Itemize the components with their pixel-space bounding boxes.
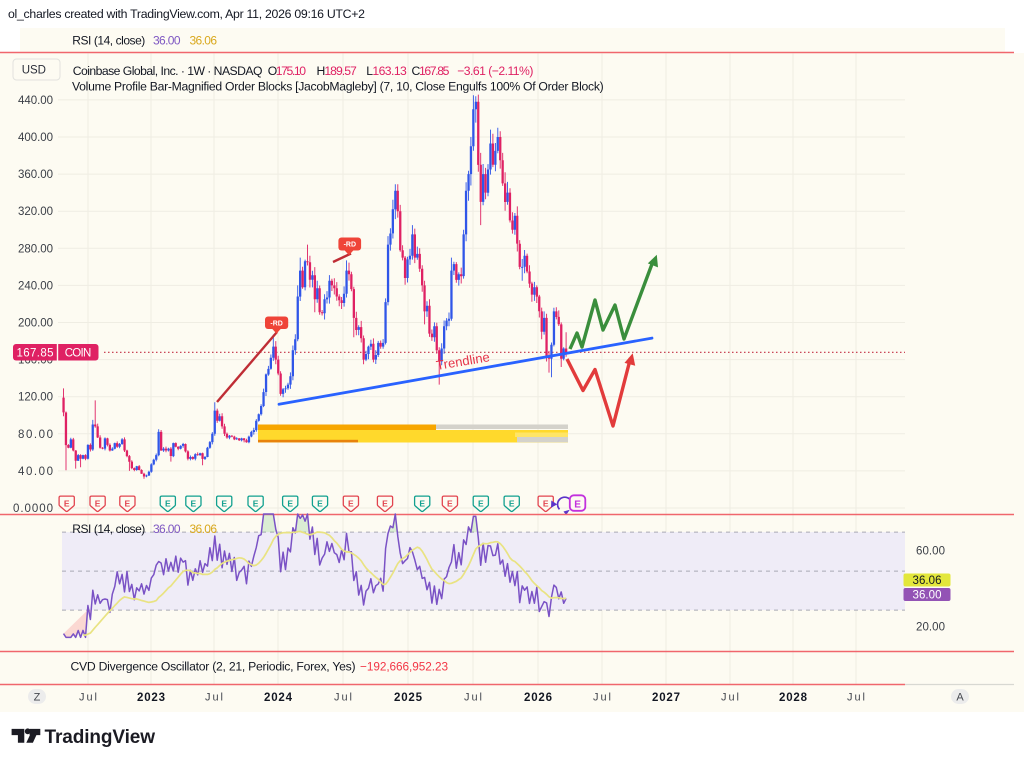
svg-text:RSI (14, close): RSI (14, close) [72,522,145,536]
svg-text:2027: 2027 [652,692,680,704]
svg-text:ol_charles created with Tradin: ol_charles created with TradingView.com,… [8,7,365,21]
svg-text:40.00: 40.00 [18,466,53,478]
svg-text:CVD Divergence Oscillator (2,: CVD Divergence Oscillator (2, 21, Period… [71,660,356,674]
svg-text:Jul: Jul [847,692,865,704]
svg-text:RSI (14, close): RSI (14, close) [72,34,145,48]
svg-text:2024: 2024 [264,692,293,704]
svg-text:2023: 2023 [137,692,165,704]
svg-text:Jul: Jul [334,692,352,704]
svg-text:167.85: 167.85 [17,347,54,359]
svg-text:60.00: 60.00 [916,546,945,558]
svg-text:Jul: Jul [79,692,97,704]
svg-text:0.0000: 0.0000 [13,503,53,515]
svg-text:−192,666,952.23: −192,666,952.23 [360,660,448,674]
svg-text:Jul: Jul [464,692,482,704]
svg-text:-RD: -RD [344,242,356,249]
svg-text:Z: Z [34,692,41,704]
svg-text:36.06: 36.06 [913,575,942,587]
svg-text:USD: USD [22,65,46,77]
svg-text:Coinbase Global, Inc. · 1W · N: Coinbase Global, Inc. · 1W · NASDAQ [73,64,263,78]
svg-text:440.00: 440.00 [18,95,53,107]
svg-text:2025: 2025 [394,692,423,704]
svg-text:Jul: Jul [205,692,223,704]
svg-text:E: E [574,499,581,510]
svg-text:36.00: 36.00 [153,34,181,48]
svg-text:36.06: 36.06 [190,522,218,536]
svg-text:36.00: 36.00 [153,522,181,536]
svg-text:80.00: 80.00 [18,429,53,441]
svg-text:2028: 2028 [779,692,808,704]
svg-text:280.00: 280.00 [18,243,53,255]
svg-text:L163.13: L163.13 [366,64,407,78]
svg-text:O175.10: O175.10 [268,64,307,78]
svg-text:C167.85: C167.85 [412,64,450,78]
svg-text:400.00: 400.00 [18,132,53,144]
svg-text:36.06: 36.06 [190,34,218,48]
svg-text:−3.61 (−2.11%): −3.61 (−2.11%) [457,64,533,78]
svg-text:200.00: 200.00 [18,318,53,330]
svg-text:A: A [956,692,964,704]
svg-text:360.00: 360.00 [18,169,53,181]
svg-text:120.00: 120.00 [18,392,53,404]
svg-text:Jul: Jul [593,692,611,704]
svg-text:20.00: 20.00 [916,622,945,634]
svg-text:TradingView: TradingView [45,727,156,748]
svg-text:320.00: 320.00 [18,206,53,218]
svg-text:2026: 2026 [524,692,552,704]
svg-text:H189.57: H189.57 [317,64,358,78]
svg-text:Volume Profile Bar-Magnified O: Volume Profile Bar-Magnified Order Block… [72,80,604,94]
svg-text:COIN: COIN [65,347,92,359]
svg-text:240.00: 240.00 [18,280,53,292]
svg-text:Jul: Jul [721,692,739,704]
svg-text:-RD: -RD [270,321,282,328]
svg-text:36.00: 36.00 [913,589,942,601]
